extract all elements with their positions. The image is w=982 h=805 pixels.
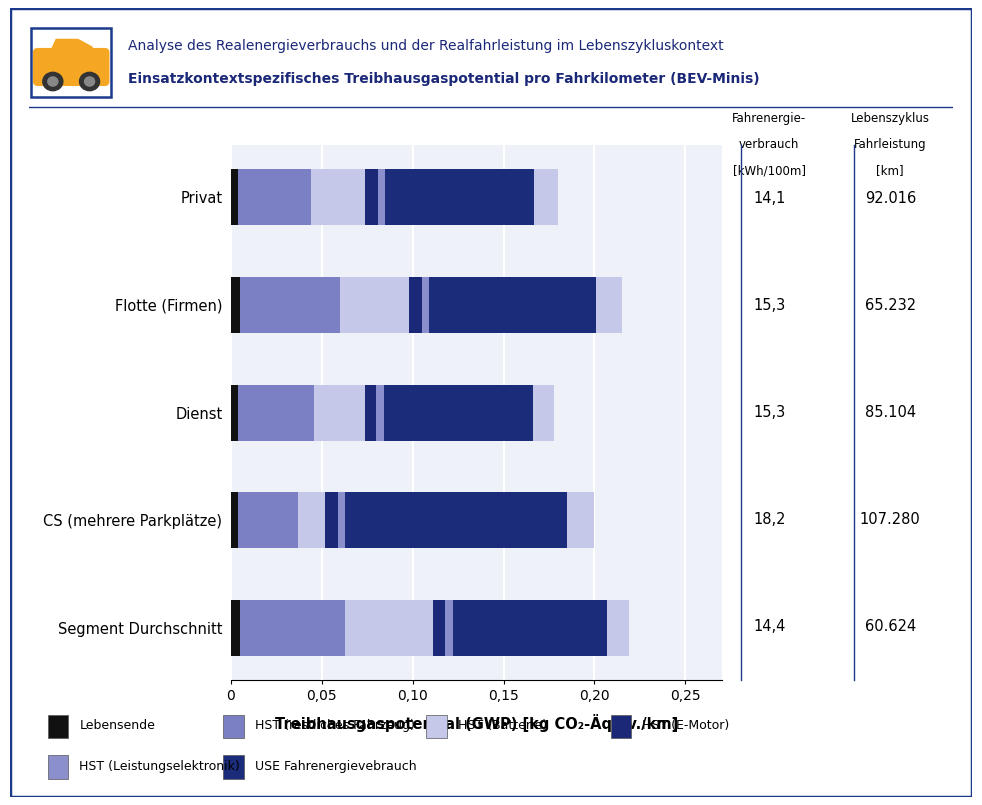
Text: Lebensende: Lebensende xyxy=(80,720,155,733)
Bar xyxy=(596,277,622,333)
Bar xyxy=(240,277,340,333)
Bar xyxy=(409,277,421,333)
Bar xyxy=(346,600,433,656)
Bar xyxy=(231,169,238,225)
Bar xyxy=(338,492,346,548)
Text: 18,2: 18,2 xyxy=(753,512,786,527)
Text: Lebenszyklus: Lebenszyklus xyxy=(850,112,930,125)
Text: 14,1: 14,1 xyxy=(753,191,786,206)
Bar xyxy=(314,385,365,440)
Bar xyxy=(48,755,68,778)
Bar xyxy=(238,385,314,440)
Bar xyxy=(378,169,385,225)
Bar xyxy=(446,600,453,656)
Bar xyxy=(340,277,409,333)
Bar xyxy=(231,385,238,440)
Text: Analyse des Realenergieverbrauchs und der Realfahrleistung im Lebenszykluskontex: Analyse des Realenergieverbrauchs und de… xyxy=(128,39,724,52)
Circle shape xyxy=(43,72,63,91)
Bar xyxy=(310,169,365,225)
FancyBboxPatch shape xyxy=(33,48,109,85)
Text: 14,4: 14,4 xyxy=(753,619,786,634)
Text: HST (restliches Fahrzeug): HST (restliches Fahrzeug) xyxy=(254,720,414,733)
Text: [km]: [km] xyxy=(877,164,904,177)
Text: [kWh/100m]: [kWh/100m] xyxy=(733,164,806,177)
Text: 65.232: 65.232 xyxy=(865,298,916,313)
Bar xyxy=(385,169,534,225)
Circle shape xyxy=(84,77,94,86)
Text: HST (Batterie): HST (Batterie) xyxy=(458,720,547,733)
Bar xyxy=(365,169,378,225)
Text: HST (E-Motor): HST (E-Motor) xyxy=(642,720,730,733)
Bar xyxy=(429,277,596,333)
Bar xyxy=(376,385,384,440)
Bar xyxy=(231,277,240,333)
Bar xyxy=(346,492,568,548)
Bar xyxy=(365,385,376,440)
Text: 15,3: 15,3 xyxy=(753,298,786,313)
Bar xyxy=(325,492,338,548)
Text: Einsatzkontextspezifisches Treibhausgaspotential pro Fahrkilometer (BEV-Minis): Einsatzkontextspezifisches Treibhausgasp… xyxy=(128,72,759,86)
Bar xyxy=(532,385,555,440)
Text: 85.104: 85.104 xyxy=(865,405,916,420)
Bar xyxy=(48,715,68,738)
Text: Fahrenergie-: Fahrenergie- xyxy=(733,112,806,125)
Bar xyxy=(231,600,240,656)
Bar xyxy=(384,385,532,440)
Text: HST (Leistungselektronik): HST (Leistungselektronik) xyxy=(80,761,240,774)
Bar xyxy=(238,169,310,225)
Text: 92.016: 92.016 xyxy=(865,191,916,206)
Text: verbrauch: verbrauch xyxy=(739,138,799,151)
Bar xyxy=(223,715,244,738)
Bar xyxy=(453,600,607,656)
Circle shape xyxy=(80,72,99,91)
Bar xyxy=(534,169,558,225)
Text: Fahrleistung: Fahrleistung xyxy=(854,138,927,151)
Text: 15,3: 15,3 xyxy=(753,405,786,420)
Circle shape xyxy=(48,77,58,86)
Bar xyxy=(568,492,594,548)
Bar xyxy=(231,492,238,548)
Bar xyxy=(607,600,629,656)
Bar xyxy=(421,277,429,333)
Bar xyxy=(426,715,447,738)
Polygon shape xyxy=(50,39,92,52)
Bar xyxy=(299,492,325,548)
Bar xyxy=(433,600,446,656)
X-axis label: Treibhausgaspotential (GWP) [kg CO₂-Äquiv./km]: Treibhausgaspotential (GWP) [kg CO₂-Äqui… xyxy=(275,714,678,733)
Bar xyxy=(223,755,244,778)
Text: USE Fahrenergievebrauch: USE Fahrenergievebrauch xyxy=(254,761,416,774)
Text: 60.624: 60.624 xyxy=(865,619,916,634)
Bar xyxy=(240,600,346,656)
Bar xyxy=(611,715,631,738)
Bar xyxy=(238,492,299,548)
Text: 107.280: 107.280 xyxy=(860,512,921,527)
